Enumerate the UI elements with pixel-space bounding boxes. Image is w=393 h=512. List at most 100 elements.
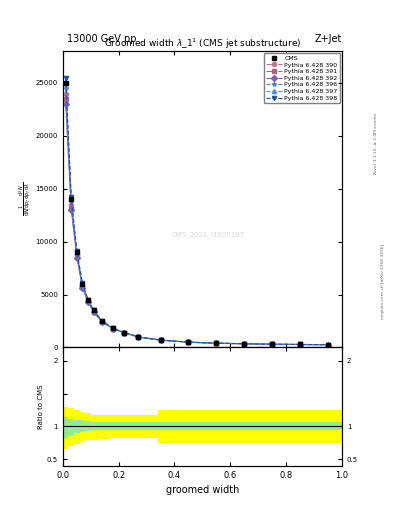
Pythia 6.428 392 — [75, 254, 79, 261]
Pythia 6.428 398 — [326, 342, 331, 348]
Pythia 6.428 390 — [91, 308, 96, 314]
CMS — [186, 339, 191, 345]
Pythia 6.428 396 — [326, 342, 331, 348]
Pythia 6.428 398 — [80, 281, 85, 287]
CMS — [214, 340, 219, 346]
Text: Rivet 3.1.10, ≥ 2.4M events: Rivet 3.1.10, ≥ 2.4M events — [375, 113, 378, 174]
CMS — [99, 318, 104, 324]
Pythia 6.428 390 — [136, 334, 141, 340]
Pythia 6.428 397 — [298, 342, 303, 348]
CMS — [242, 340, 247, 347]
Pythia 6.428 396 — [186, 339, 191, 345]
CMS — [270, 341, 275, 347]
Pythia 6.428 396 — [99, 318, 104, 325]
Pythia 6.428 391 — [242, 340, 247, 347]
Pythia 6.428 396 — [242, 340, 247, 347]
CMS — [111, 325, 116, 331]
Text: CMS_2021_I1920187: CMS_2021_I1920187 — [171, 231, 244, 238]
CMS — [63, 80, 68, 86]
Pythia 6.428 398 — [75, 248, 79, 254]
Pythia 6.428 398 — [86, 296, 90, 303]
Pythia 6.428 397 — [69, 196, 73, 202]
Line: CMS: CMS — [63, 80, 331, 347]
Pythia 6.428 397 — [80, 281, 85, 287]
Pythia 6.428 391 — [111, 326, 116, 332]
Pythia 6.428 391 — [136, 334, 141, 340]
Pythia 6.428 390 — [122, 330, 127, 336]
Pythia 6.428 390 — [214, 340, 219, 346]
Pythia 6.428 391 — [270, 341, 275, 347]
Pythia 6.428 390 — [69, 202, 73, 208]
Pythia 6.428 392 — [122, 330, 127, 336]
Pythia 6.428 391 — [186, 339, 191, 345]
Pythia 6.428 397 — [75, 249, 79, 255]
Pythia 6.428 396 — [158, 337, 163, 343]
Pythia 6.428 391 — [75, 253, 79, 260]
Pythia 6.428 392 — [326, 342, 331, 348]
CMS — [158, 337, 163, 343]
Pythia 6.428 392 — [242, 340, 247, 347]
CMS — [326, 342, 331, 348]
Pythia 6.428 396 — [136, 334, 141, 340]
Pythia 6.428 398 — [186, 339, 191, 345]
Pythia 6.428 391 — [158, 337, 163, 343]
Pythia 6.428 392 — [158, 337, 163, 343]
CMS — [75, 249, 79, 255]
Pythia 6.428 398 — [242, 340, 247, 347]
Pythia 6.428 397 — [186, 339, 191, 345]
Pythia 6.428 397 — [122, 330, 127, 336]
Text: Z+Jet: Z+Jet — [314, 33, 342, 44]
Pythia 6.428 390 — [86, 298, 90, 304]
Line: Pythia 6.428 391: Pythia 6.428 391 — [64, 97, 330, 347]
Text: 13000 GeV pp: 13000 GeV pp — [67, 33, 136, 44]
Pythia 6.428 397 — [326, 342, 331, 348]
Pythia 6.428 398 — [91, 307, 96, 313]
X-axis label: groomed width: groomed width — [166, 485, 239, 495]
Pythia 6.428 390 — [111, 326, 116, 332]
Pythia 6.428 398 — [136, 334, 141, 340]
Pythia 6.428 398 — [122, 329, 127, 335]
Pythia 6.428 390 — [75, 252, 79, 259]
Pythia 6.428 396 — [122, 330, 127, 336]
Pythia 6.428 398 — [298, 342, 303, 348]
Pythia 6.428 398 — [214, 340, 219, 346]
Pythia 6.428 390 — [326, 342, 331, 348]
Pythia 6.428 391 — [91, 309, 96, 315]
Pythia 6.428 391 — [86, 298, 90, 305]
Pythia 6.428 397 — [63, 80, 68, 86]
CMS — [86, 297, 90, 303]
Text: mcplots.cern.ch [arXiv:1306.3436]: mcplots.cern.ch [arXiv:1306.3436] — [381, 244, 385, 319]
Pythia 6.428 398 — [69, 194, 73, 200]
Pythia 6.428 396 — [298, 342, 303, 348]
Pythia 6.428 390 — [63, 91, 68, 97]
Legend: CMS, Pythia 6.428 390, Pythia 6.428 391, Pythia 6.428 392, Pythia 6.428 396, Pyt: CMS, Pythia 6.428 390, Pythia 6.428 391,… — [264, 53, 340, 103]
Pythia 6.428 397 — [91, 307, 96, 313]
Pythia 6.428 391 — [80, 284, 85, 290]
Pythia 6.428 390 — [80, 283, 85, 289]
Pythia 6.428 397 — [214, 340, 219, 346]
Line: Pythia 6.428 398: Pythia 6.428 398 — [64, 76, 330, 347]
Pythia 6.428 390 — [242, 340, 247, 347]
Pythia 6.428 398 — [158, 337, 163, 343]
Pythia 6.428 397 — [111, 325, 116, 331]
Pythia 6.428 390 — [99, 318, 104, 325]
Line: Pythia 6.428 396: Pythia 6.428 396 — [64, 86, 330, 347]
Pythia 6.428 397 — [270, 341, 275, 347]
Pythia 6.428 396 — [111, 326, 116, 332]
Pythia 6.428 398 — [111, 325, 116, 331]
Pythia 6.428 396 — [86, 297, 90, 304]
CMS — [91, 307, 96, 313]
Pythia 6.428 396 — [63, 85, 68, 91]
Pythia 6.428 398 — [270, 341, 275, 347]
Pythia 6.428 398 — [99, 317, 104, 324]
Pythia 6.428 391 — [214, 340, 219, 346]
Pythia 6.428 391 — [326, 342, 331, 348]
Y-axis label: Ratio to CMS: Ratio to CMS — [38, 385, 44, 429]
Pythia 6.428 392 — [86, 299, 90, 305]
Line: Pythia 6.428 397: Pythia 6.428 397 — [64, 81, 330, 347]
CMS — [136, 334, 141, 340]
Pythia 6.428 390 — [186, 339, 191, 345]
CMS — [69, 196, 73, 202]
Pythia 6.428 396 — [75, 251, 79, 258]
CMS — [122, 330, 127, 336]
